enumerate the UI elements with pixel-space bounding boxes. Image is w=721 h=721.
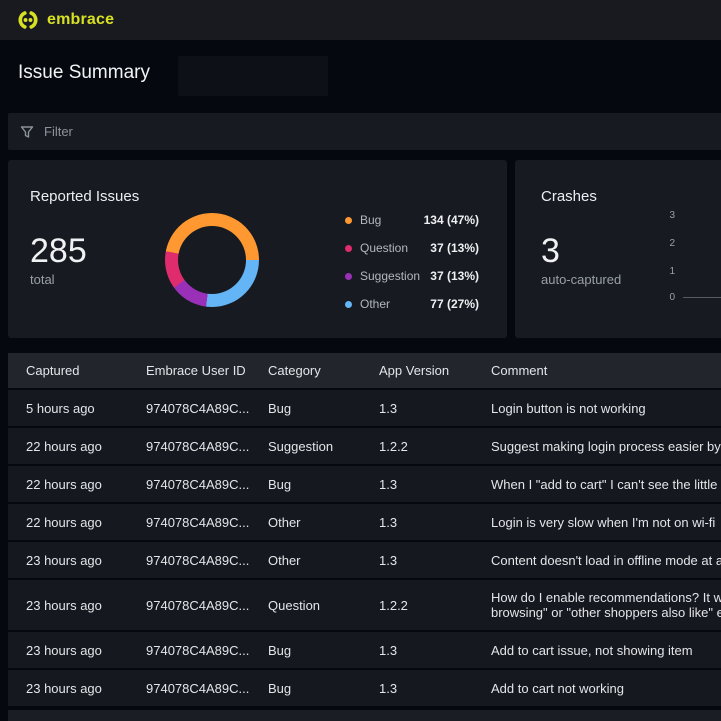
crashes-total-label: auto-captured (541, 272, 622, 287)
crashes-total: 3 (541, 232, 560, 270)
cell-user-id: 974078C4A89C... (146, 514, 250, 530)
cell-user-id: 974078C4A89C... (146, 597, 250, 613)
cell-comment: How do I enable recommendations? It woul… (491, 590, 721, 620)
reported-issues-total-label: total (30, 272, 55, 287)
cell-comment: Content doesn't load in offline mode at … (491, 552, 721, 568)
table-row[interactable]: 23 hours ago 974078C4A89C... Bug 1.3 Add… (8, 670, 721, 706)
cell-captured: 23 hours ago (26, 642, 102, 658)
cell-app-version: 1.3 (379, 476, 398, 492)
column-header-category[interactable]: Category (268, 363, 321, 378)
legend-dot-other (345, 300, 352, 308)
legend-value: 37 (13%) (430, 241, 479, 255)
top-bar: embrace (0, 0, 721, 40)
cell-category: Suggestion (268, 438, 334, 454)
page-title: Issue Summary (18, 62, 150, 83)
y-tick-label: 3 (669, 210, 675, 221)
legend: Bug 134 (47%) Question 37 (13%) Suggesti… (345, 206, 479, 318)
table-row[interactable]: 22 hours ago 974078C4A89C... Suggestion … (8, 428, 721, 464)
cell-comment: Add to cart issue, not showing item (491, 642, 693, 658)
cell-category: Bug (268, 476, 292, 492)
legend-dot-suggestion (345, 272, 352, 280)
cell-app-version: 1.2.2 (379, 438, 408, 454)
cell-app-version: 1.3 (379, 552, 398, 568)
crashes-axis-line (683, 297, 721, 298)
embrace-logo-icon (16, 10, 40, 30)
cell-comment: Add to cart not working (491, 680, 624, 696)
cell-captured: 22 hours ago (26, 514, 102, 530)
cell-captured: 22 hours ago (26, 438, 102, 454)
cell-captured: 23 hours ago (26, 552, 102, 568)
cell-category: Bug (268, 680, 292, 696)
header-dropdown-placeholder[interactable] (178, 56, 328, 96)
brand-logo[interactable]: embrace (16, 10, 114, 30)
legend-value: 134 (47%) (423, 213, 479, 227)
cell-captured: 23 hours ago (26, 597, 102, 613)
crashes-title: Crashes (541, 188, 597, 205)
legend-label: Suggestion (360, 269, 421, 283)
reported-issues-title: Reported Issues (30, 188, 140, 205)
crashes-panel: Crashes 3 auto-captured 3 2 1 0 (515, 160, 721, 338)
legend-value: 77 (27%) (430, 297, 479, 311)
partial-next-row (8, 710, 721, 721)
cell-category: Question (268, 597, 321, 613)
cell-user-id: 974078C4A89C... (146, 476, 250, 492)
cell-comment: When I "add to cart" I can't see the lit… (491, 476, 721, 492)
legend-label: Bug (360, 213, 382, 227)
table-row[interactable]: 22 hours ago 974078C4A89C... Bug 1.3 Whe… (8, 466, 721, 502)
cell-app-version: 1.3 (379, 680, 398, 696)
cell-user-id: 974078C4A89C... (146, 552, 250, 568)
legend-dot-bug (345, 216, 352, 224)
reported-issues-panel: Reported Issues 285 total Bug 134 (47%) … (8, 160, 507, 338)
cell-user-id: 974078C4A89C... (146, 400, 250, 416)
cell-category: Other (268, 514, 301, 530)
brand-name: embrace (47, 11, 115, 28)
legend-item-other[interactable]: Other 77 (27%) (345, 290, 479, 318)
cell-app-version: 1.2.2 (379, 597, 408, 613)
y-tick-label: 0 (669, 292, 675, 303)
cell-comment: Suggest making login process easier by b… (491, 438, 721, 454)
legend-label: Other (360, 297, 391, 311)
column-header-captured[interactable]: Captured (26, 363, 80, 378)
cell-category: Bug (268, 642, 292, 658)
cell-comment: Login is very slow when I'm not on wi-fi (491, 514, 716, 530)
cell-user-id: 974078C4A89C... (146, 642, 250, 658)
cell-category: Other (268, 552, 301, 568)
cell-app-version: 1.3 (379, 400, 398, 416)
y-tick-label: 1 (669, 266, 675, 277)
cell-captured: 23 hours ago (26, 680, 102, 696)
legend-dot-question (345, 244, 352, 252)
table-row[interactable]: 23 hours ago 974078C4A89C... Question 1.… (8, 580, 721, 630)
column-header-comment[interactable]: Comment (491, 363, 548, 378)
cell-category: Bug (268, 400, 292, 416)
table-row[interactable]: 23 hours ago 974078C4A89C... Other 1.3 C… (8, 542, 721, 578)
donut-chart[interactable] (165, 213, 259, 307)
donut-hole (178, 226, 246, 294)
table-row[interactable]: 23 hours ago 974078C4A89C... Bug 1.3 Add… (8, 632, 721, 668)
cell-captured: 22 hours ago (26, 476, 102, 492)
reported-issues-total: 285 (30, 232, 87, 270)
legend-item-suggestion[interactable]: Suggestion 37 (13%) (345, 262, 479, 290)
table-header: Captured Embrace User ID Category App Ve… (8, 353, 721, 388)
column-header-user-id[interactable]: Embrace User ID (146, 363, 246, 378)
table-row[interactable]: 5 hours ago 974078C4A89C... Bug 1.3 Logi… (8, 390, 721, 426)
legend-label: Question (360, 241, 409, 255)
cell-user-id: 974078C4A89C... (146, 680, 250, 696)
legend-item-question[interactable]: Question 37 (13%) (345, 234, 479, 262)
filter-funnel-icon (20, 125, 34, 139)
legend-item-bug[interactable]: Bug 134 (47%) (345, 206, 479, 234)
filter-bar (8, 113, 721, 150)
cell-captured: 5 hours ago (26, 400, 95, 416)
cell-user-id: 974078C4A89C... (146, 438, 250, 454)
filter-input[interactable] (44, 124, 721, 139)
y-tick-label: 2 (669, 238, 675, 249)
cell-app-version: 1.3 (379, 642, 398, 658)
legend-value: 37 (13%) (430, 269, 479, 283)
table-row[interactable]: 22 hours ago 974078C4A89C... Other 1.3 L… (8, 504, 721, 540)
issues-table: Captured Embrace User ID Category App Ve… (8, 353, 721, 708)
cell-comment: Login button is not working (491, 400, 646, 416)
column-header-app-version[interactable]: App Version (379, 363, 450, 378)
cell-app-version: 1.3 (379, 514, 398, 530)
